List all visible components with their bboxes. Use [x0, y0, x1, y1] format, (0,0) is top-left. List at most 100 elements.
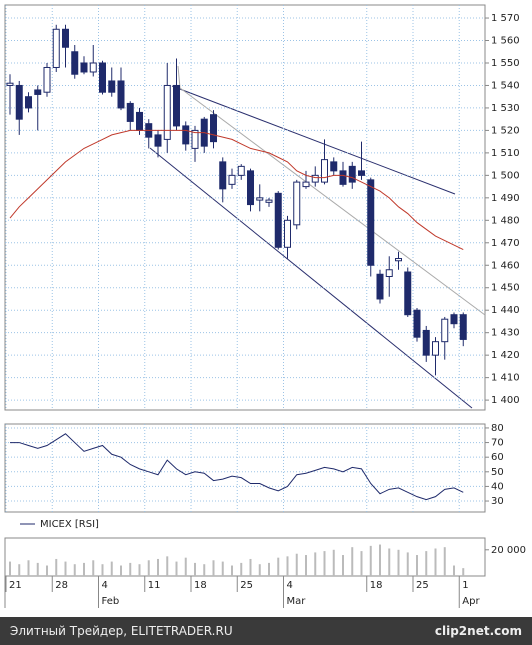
volume-bar: [184, 557, 187, 576]
volume-bar: [434, 548, 437, 576]
y-tick-label: 1 420: [491, 350, 520, 361]
candle-body: [163, 84, 171, 140]
volume-bar: [64, 561, 67, 576]
month-label: Mar: [287, 596, 307, 607]
volume-bar: [406, 552, 409, 576]
y-tick-label: 1 450: [491, 283, 520, 294]
footer-left: Элитный Трейдер, ELITETRADER.RU: [10, 624, 233, 638]
volume-bar: [203, 564, 206, 576]
volume-bar: [46, 565, 48, 576]
x-tick-label: 25: [416, 580, 429, 591]
volume-bar: [268, 562, 270, 576]
volume-bar: [351, 547, 354, 576]
volume-bar: [27, 560, 30, 576]
x-tick-label: 4: [287, 580, 293, 591]
volume-frame: [4, 537, 486, 577]
candle-body: [265, 199, 273, 203]
chart: MICEX [RSI] 1 400 1 410 1 420 1 430 1 4 40 1 4…: [4, 4, 526, 608]
candle-body: [34, 89, 42, 95]
volume-bar: [369, 545, 372, 576]
volume-bar: [342, 555, 344, 576]
candle-body: [321, 159, 328, 183]
candle-body: [219, 161, 227, 190]
x-tick-label: 18: [370, 580, 383, 591]
candle-body: [284, 219, 291, 248]
y-tick-label: 1 410: [491, 373, 520, 384]
candle-body: [6, 82, 14, 86]
trend-line: [171, 85, 456, 195]
volume-bar: [221, 561, 224, 576]
volume-bar: [332, 549, 335, 576]
y-tick-label: 1 430: [491, 328, 520, 339]
candle-body: [348, 165, 356, 183]
y-tick-label: 1 400: [491, 395, 520, 406]
volume-bar: [360, 551, 363, 576]
volume-bar: [120, 565, 122, 576]
volume-bar: [240, 562, 243, 576]
y-tick-label: 1 470: [491, 238, 520, 249]
volume-bar: [425, 551, 428, 576]
volume-bar: [212, 560, 215, 576]
candle-body: [154, 134, 162, 147]
y-tick-label: 50: [491, 467, 504, 478]
volume-bar: [55, 558, 58, 576]
volume-bar: [138, 564, 141, 576]
candle-body: [136, 111, 143, 131]
volume-bar: [249, 558, 252, 576]
candle-body: [80, 62, 88, 73]
candle-body: [126, 102, 134, 122]
candle-body: [395, 258, 402, 262]
candle-body: [62, 28, 69, 48]
y-tick-label: 1 550: [491, 58, 520, 69]
y-tick-label: 1 460: [491, 260, 520, 271]
x-tick-label: 1: [462, 580, 468, 591]
y-tick-label: 1 490: [491, 193, 520, 204]
x-tick-label: 11: [148, 580, 161, 591]
volume-bar: [231, 565, 233, 576]
x-tick-label: 18: [194, 580, 207, 591]
y-tick-label: 1 560: [491, 36, 520, 47]
candle-body: [274, 192, 282, 248]
y-tick-label: 60: [491, 452, 504, 463]
volume-bar: [258, 564, 261, 576]
volume-bar: [92, 560, 95, 576]
candle-body: [432, 341, 439, 356]
y-tick-label: 70: [491, 438, 504, 449]
volume-bar: [36, 562, 39, 576]
volume-bar: [416, 555, 418, 576]
y-tick-label: 1 510: [491, 148, 520, 159]
x-tick-label: 21: [9, 580, 22, 591]
candle-body: [228, 174, 236, 185]
legend-label: MICEX [RSI]: [40, 519, 99, 530]
price-frame: [4, 4, 486, 411]
y-tick-label: 1 500: [491, 170, 520, 181]
volume-bar: [83, 562, 85, 576]
candle-body: [256, 197, 264, 201]
month-label: Feb: [102, 596, 120, 607]
candle-body: [117, 80, 125, 109]
volume-bar: [73, 564, 76, 576]
footer-right[interactable]: clip2net.com: [434, 624, 522, 638]
volume-bar: [18, 564, 21, 576]
y-tick-label: 40: [491, 481, 504, 492]
candle-body: [71, 51, 79, 75]
trend-line: [177, 65, 181, 89]
volume-bar: [295, 553, 298, 576]
volume-bar: [462, 568, 465, 576]
volume-bar: [286, 556, 289, 576]
volume-bar: [305, 555, 307, 576]
volume-bar: [157, 558, 159, 576]
candle-body: [108, 80, 116, 93]
candle-body: [459, 314, 467, 340]
candle-body: [99, 62, 106, 93]
candle-body: [182, 125, 190, 145]
candle-body: [330, 161, 338, 172]
footer: Элитный Трейдер, ELITETRADER.RU clip2net…: [0, 617, 532, 645]
rsi-line: [10, 433, 464, 501]
candle-body: [385, 269, 393, 277]
y-tick-label: 20 000: [491, 545, 526, 556]
candle-body: [191, 129, 199, 149]
volume-bar: [166, 556, 169, 576]
y-tick-label: 1 480: [491, 215, 520, 226]
volume-bar: [397, 549, 400, 576]
